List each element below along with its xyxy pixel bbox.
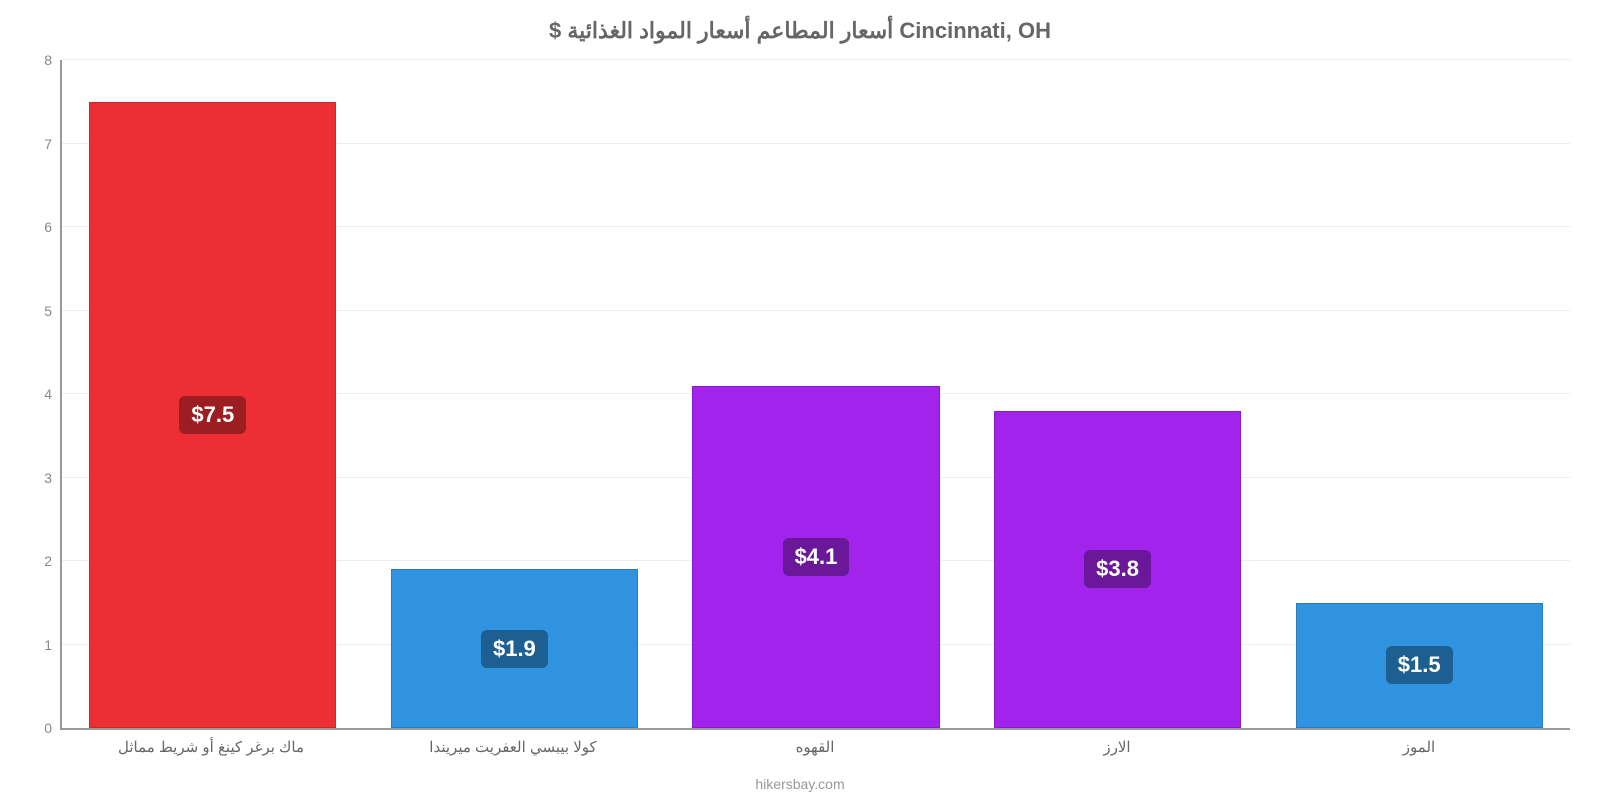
bar-value-label: $3.8 xyxy=(1084,550,1151,588)
bar: $1.9 xyxy=(391,569,638,728)
x-axis-label: كولا بيبسي العفريت ميريندا xyxy=(362,738,664,756)
bar-slot: $4.1 xyxy=(665,60,967,728)
y-tick-label: 7 xyxy=(44,136,62,152)
bar-slot: $7.5 xyxy=(62,60,364,728)
chart-title: $ أسعار المطاعم أسعار المواد الغذائية Ci… xyxy=(0,18,1600,44)
x-axis-label: ماك برغر كينغ أو شريط مماثل xyxy=(60,738,362,756)
bar-slot: $1.5 xyxy=(1268,60,1570,728)
bar-value-label: $1.5 xyxy=(1386,646,1453,684)
y-tick-label: 1 xyxy=(44,637,62,653)
bar: $3.8 xyxy=(994,411,1241,728)
y-tick-label: 5 xyxy=(44,303,62,319)
x-axis-label: الارز xyxy=(966,738,1268,756)
x-axis-label: القهوه xyxy=(664,738,966,756)
bars-container: $7.5 $1.9 $4.1 $3.8 $1.5 xyxy=(62,60,1570,728)
bar-value-label: $4.1 xyxy=(783,538,850,576)
bar-slot: $1.9 xyxy=(364,60,666,728)
x-axis-labels: ماك برغر كينغ أو شريط مماثلكولا بيبسي ال… xyxy=(60,738,1570,756)
y-tick-label: 8 xyxy=(44,52,62,68)
y-tick-label: 3 xyxy=(44,470,62,486)
y-tick-label: 6 xyxy=(44,219,62,235)
y-tick-label: 0 xyxy=(44,720,62,736)
bar-value-label: $7.5 xyxy=(179,396,246,434)
bar: $4.1 xyxy=(692,386,939,728)
plot-area: 012345678 $7.5$1.9$4.1$3.8$1.5 xyxy=(60,60,1570,730)
x-axis-label: الموز xyxy=(1268,738,1570,756)
bar-value-label: $1.9 xyxy=(481,630,548,668)
y-tick-label: 2 xyxy=(44,553,62,569)
y-tick-label: 4 xyxy=(44,386,62,402)
bar: $7.5 xyxy=(89,102,336,728)
chart-caption: hikersbay.com xyxy=(0,776,1600,792)
bar: $1.5 xyxy=(1296,603,1543,728)
bar-slot: $3.8 xyxy=(967,60,1269,728)
